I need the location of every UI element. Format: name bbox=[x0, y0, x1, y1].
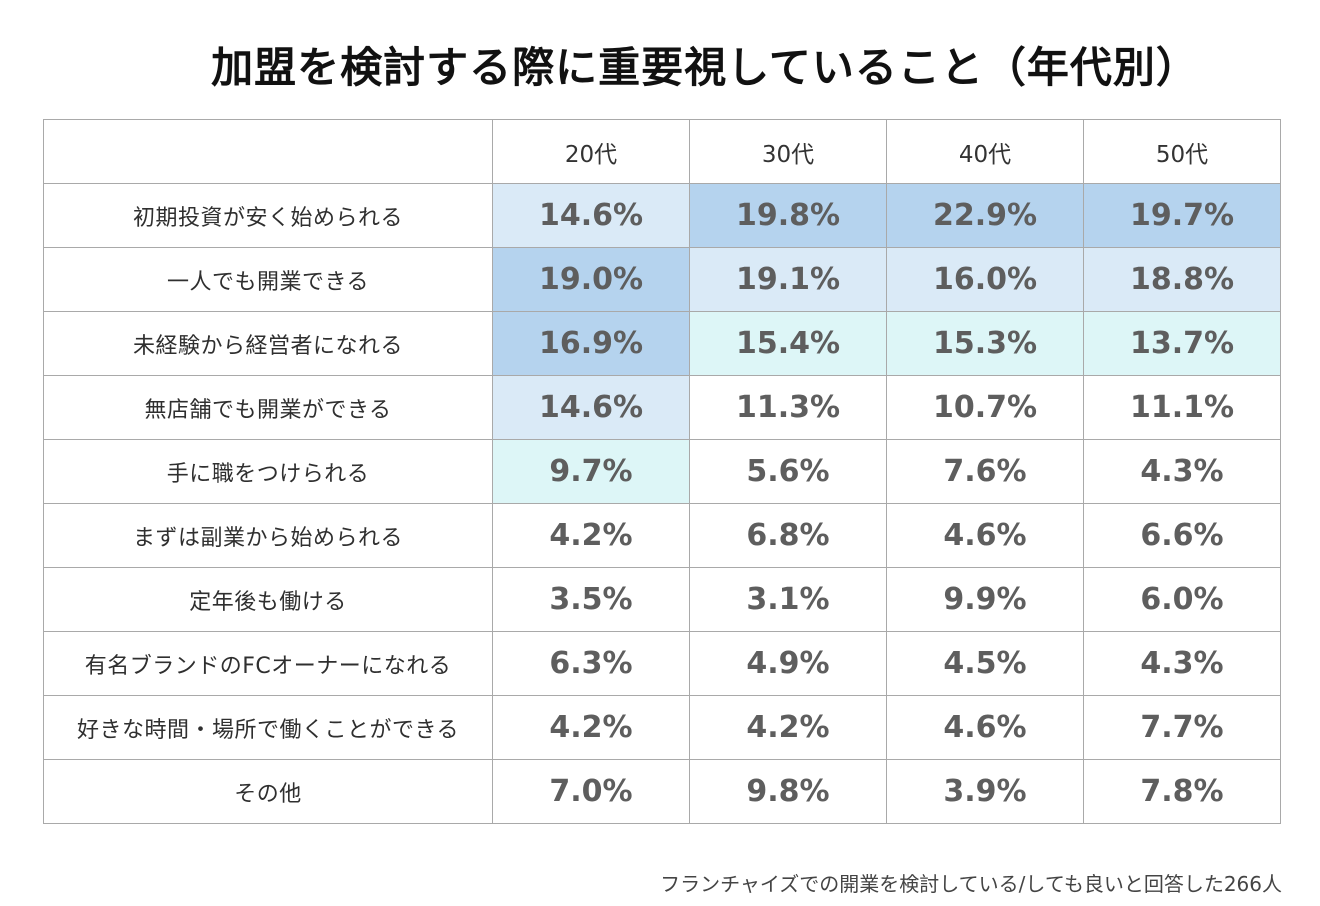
row-label: 手に職をつけられる bbox=[43, 439, 493, 504]
row-label: その他 bbox=[43, 759, 493, 824]
value-cell: 4.6% bbox=[886, 695, 1084, 760]
header-row: 20代 30代 40代 50代 bbox=[43, 119, 1281, 184]
data-table: 20代 30代 40代 50代 初期投資が安く始められる 14.6% 19.8% 22… bbox=[43, 119, 1281, 824]
value-cell: 13.7% bbox=[1083, 311, 1281, 376]
value-cell: 14.6% bbox=[492, 183, 690, 248]
value-cell: 7.0% bbox=[492, 759, 690, 824]
value-cell: 18.8% bbox=[1083, 247, 1281, 312]
table-row: 好きな時間・場所で働くことができる 4.2% 4.2% 4.6% 7.7% bbox=[43, 695, 1281, 760]
footnote: フランチャイズでの開業を検討している/しても良いと回答した266人 bbox=[660, 872, 1282, 896]
value-cell: 10.7% bbox=[886, 375, 1084, 440]
value-cell: 19.1% bbox=[689, 247, 887, 312]
table-row: 無店舗でも開業ができる 14.6% 11.3% 10.7% 11.1% bbox=[43, 375, 1281, 440]
row-label: 一人でも開業できる bbox=[43, 247, 493, 312]
table-row: その他 7.0% 9.8% 3.9% 7.8% bbox=[43, 759, 1281, 824]
row-label: 有名ブランドのFCオーナーになれる bbox=[43, 631, 493, 696]
row-label: 未経験から経営者になれる bbox=[43, 311, 493, 376]
row-label: 定年後も働ける bbox=[43, 567, 493, 632]
column-header: 30代 bbox=[689, 119, 887, 184]
table-row: 未経験から経営者になれる 16.9% 15.4% 15.3% 13.7% bbox=[43, 311, 1281, 376]
value-cell: 14.6% bbox=[492, 375, 690, 440]
column-header: 20代 bbox=[492, 119, 690, 184]
value-cell: 6.6% bbox=[1083, 503, 1281, 568]
value-cell: 16.0% bbox=[886, 247, 1084, 312]
value-cell: 16.9% bbox=[492, 311, 690, 376]
row-label: 初期投資が安く始められる bbox=[43, 183, 493, 248]
value-cell: 9.8% bbox=[689, 759, 887, 824]
corner-cell bbox=[43, 119, 493, 184]
value-cell: 7.7% bbox=[1083, 695, 1281, 760]
value-cell: 19.7% bbox=[1083, 183, 1281, 248]
value-cell: 5.6% bbox=[689, 439, 887, 504]
value-cell: 9.9% bbox=[886, 567, 1084, 632]
value-cell: 3.9% bbox=[886, 759, 1084, 824]
value-cell: 7.6% bbox=[886, 439, 1084, 504]
table-row: 定年後も働ける 3.5% 3.1% 9.9% 6.0% bbox=[43, 567, 1281, 632]
value-cell: 4.3% bbox=[1083, 439, 1281, 504]
value-cell: 6.3% bbox=[492, 631, 690, 696]
table-row: 初期投資が安く始められる 14.6% 19.8% 22.9% 19.7% bbox=[43, 183, 1281, 248]
value-cell: 19.0% bbox=[492, 247, 690, 312]
value-cell: 11.3% bbox=[689, 375, 887, 440]
value-cell: 4.2% bbox=[492, 695, 690, 760]
value-cell: 6.0% bbox=[1083, 567, 1281, 632]
table-row: まずは副業から始められる 4.2% 6.8% 4.6% 6.6% bbox=[43, 503, 1281, 568]
value-cell: 19.8% bbox=[689, 183, 887, 248]
value-cell: 7.8% bbox=[1083, 759, 1281, 824]
value-cell: 4.2% bbox=[689, 695, 887, 760]
column-header: 40代 bbox=[886, 119, 1084, 184]
value-cell: 9.7% bbox=[492, 439, 690, 504]
value-cell: 15.4% bbox=[689, 311, 887, 376]
value-cell: 3.5% bbox=[492, 567, 690, 632]
value-cell: 3.1% bbox=[689, 567, 887, 632]
chart-title: 加盟を検討する際に重要視していること（年代別） bbox=[211, 43, 1199, 92]
row-label: 無店舗でも開業ができる bbox=[43, 375, 493, 440]
value-cell: 22.9% bbox=[886, 183, 1084, 248]
value-cell: 6.8% bbox=[689, 503, 887, 568]
table-row: 有名ブランドのFCオーナーになれる 6.3% 4.9% 4.5% 4.3% bbox=[43, 631, 1281, 696]
row-label: まずは副業から始められる bbox=[43, 503, 493, 568]
value-cell: 4.9% bbox=[689, 631, 887, 696]
table-body: 初期投資が安く始められる 14.6% 19.8% 22.9% 19.7% 一人でも開業でき… bbox=[43, 183, 1281, 824]
value-cell: 4.3% bbox=[1083, 631, 1281, 696]
value-cell: 15.3% bbox=[886, 311, 1084, 376]
row-label: 好きな時間・場所で働くことができる bbox=[43, 695, 493, 760]
value-cell: 4.6% bbox=[886, 503, 1084, 568]
column-header: 50代 bbox=[1083, 119, 1281, 184]
table-row: 手に職をつけられる 9.7% 5.6% 7.6% 4.3% bbox=[43, 439, 1281, 504]
value-cell: 11.1% bbox=[1083, 375, 1281, 440]
value-cell: 4.5% bbox=[886, 631, 1084, 696]
table-row: 一人でも開業できる 19.0% 19.1% 16.0% 18.8% bbox=[43, 247, 1281, 312]
value-cell: 4.2% bbox=[492, 503, 690, 568]
